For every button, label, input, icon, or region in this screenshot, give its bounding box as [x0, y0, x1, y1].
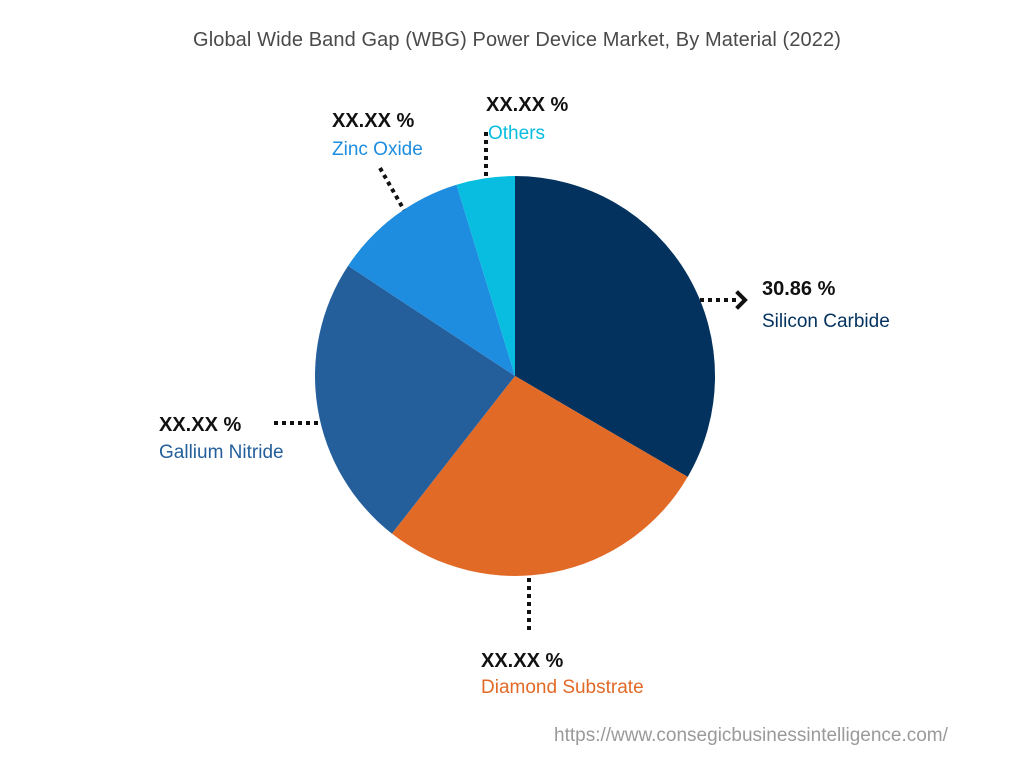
name-diamond-substrate: Diamond Substrate	[481, 677, 644, 698]
slice-diamond-substrate	[391, 376, 688, 576]
arrow-head-icon	[735, 290, 748, 310]
slice-others	[456, 175, 515, 376]
label-zinc-oxide: XX.XX % Zinc Oxide	[332, 109, 423, 162]
name-silicon-carbide: Silicon Carbide	[762, 311, 890, 332]
value-silicon-carbide: 30.86 %	[762, 278, 836, 300]
label-gallium-nitride: XX.XX % Gallium Nitride	[159, 413, 284, 465]
label-silicon-carbide: 30.86 % Silicon Carbide	[762, 277, 890, 334]
slice-silicon-carbide	[515, 176, 716, 477]
value-diamond-substrate: XX.XX %	[481, 650, 564, 672]
value-gallium-nitride: XX.XX %	[159, 414, 242, 436]
leader-zinc-oxide	[378, 167, 406, 211]
source-url: https://www.consegicbusinessintelligence…	[554, 725, 948, 746]
name-gallium-nitride: Gallium Nitride	[159, 442, 284, 463]
name-others: Others	[488, 123, 546, 144]
slice-gallium-nitride	[315, 265, 515, 534]
slice-zinc-oxide	[348, 184, 515, 376]
chart-title: Global Wide Band Gap (WBG) Power Device …	[193, 29, 841, 51]
value-others: XX.XX %	[486, 94, 569, 116]
label-others: XX.XX % Others	[486, 93, 568, 146]
label-diamond-substrate: XX.XX % Diamond Substrate	[481, 649, 644, 700]
name-zinc-oxide: Zinc Oxide	[332, 139, 423, 160]
value-zinc-oxide: XX.XX %	[332, 110, 415, 132]
